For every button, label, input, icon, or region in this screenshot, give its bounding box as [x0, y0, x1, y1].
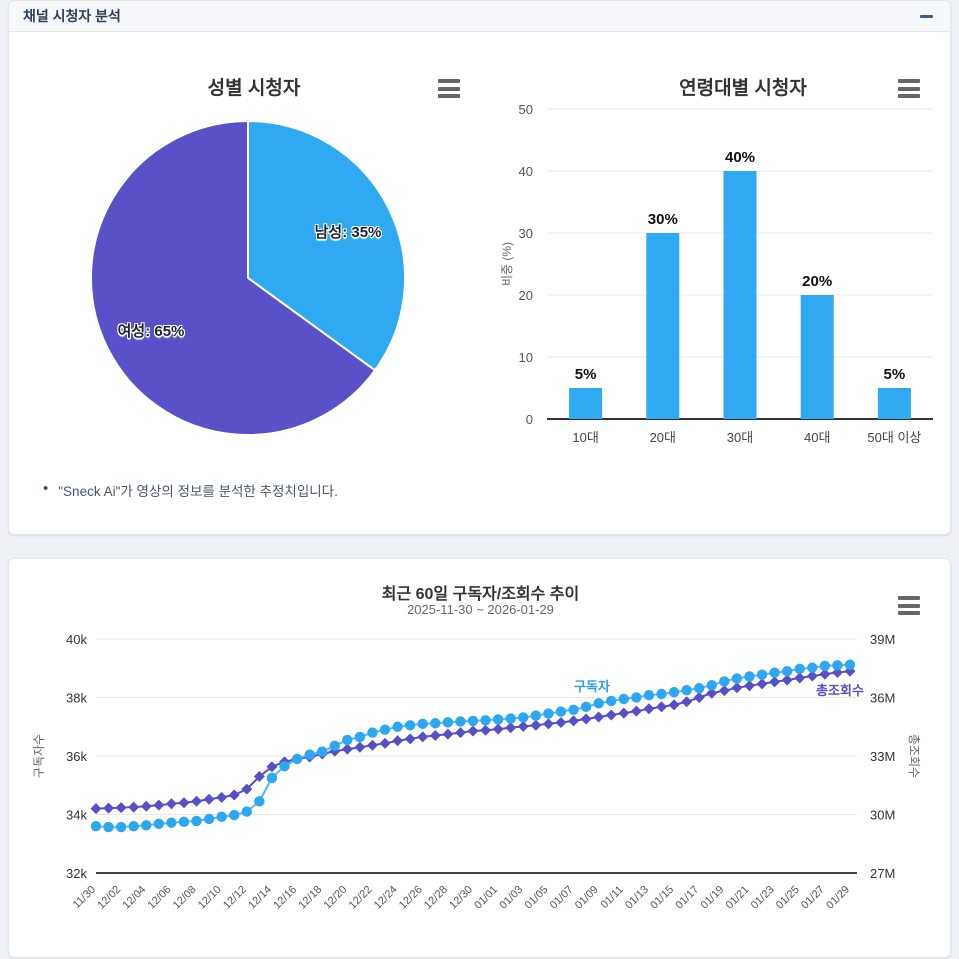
- trend-panel: 최근 60일 구독자/조회수 추이 2025-11-30 ~ 2026-01-2…: [8, 558, 951, 958]
- svg-text:12/22: 12/22: [347, 884, 375, 912]
- svg-text:12/04: 12/04: [120, 884, 148, 912]
- svg-text:34k: 34k: [66, 808, 87, 823]
- svg-text:12/12: 12/12: [221, 884, 249, 912]
- svg-text:01/09: 01/09: [573, 884, 601, 912]
- svg-text:30M: 30M: [870, 808, 895, 823]
- svg-text:10대: 10대: [572, 430, 598, 445]
- svg-text:5%: 5%: [575, 366, 597, 383]
- minus-icon: [919, 14, 933, 18]
- svg-text:30대: 30대: [727, 430, 753, 445]
- svg-text:비중 (%): 비중 (%): [500, 242, 514, 286]
- note-bullet: •: [43, 480, 49, 497]
- pie-slice-label-female: 여성: 65%: [117, 323, 185, 340]
- series-label-total-views: 총조회수: [816, 683, 864, 698]
- svg-text:12/20: 12/20: [322, 884, 350, 912]
- svg-text:12/24: 12/24: [372, 884, 400, 912]
- svg-text:40대: 40대: [804, 430, 830, 445]
- svg-text:33M: 33M: [870, 749, 895, 764]
- svg-text:01/29: 01/29: [824, 884, 852, 912]
- svg-text:12/02: 12/02: [95, 884, 123, 912]
- svg-text:01/07: 01/07: [548, 884, 576, 912]
- gender-chart-menu-icon[interactable]: [438, 79, 460, 98]
- svg-text:01/17: 01/17: [673, 884, 701, 912]
- svg-text:12/10: 12/10: [196, 884, 224, 912]
- note-text: "Sneck Ai"가 영상의 정보를 분석한 추정치입니다.: [58, 484, 338, 499]
- svg-text:20대: 20대: [650, 430, 676, 445]
- svg-text:5%: 5%: [884, 366, 906, 383]
- trend-chart-subtitle: 2025-11-30 ~ 2026-01-29: [407, 602, 554, 617]
- trend-chart-title: 최근 60일 구독자/조회수 추이: [381, 586, 580, 603]
- viewer-analysis-panel: 채널 시청자 분석 성별 시청자 남성: 35% 여성: 65% 연령대별 시청…: [8, 0, 951, 535]
- svg-text:10: 10: [519, 350, 533, 365]
- svg-text:01/11: 01/11: [599, 884, 626, 911]
- svg-text:구독자수: 구독자수: [32, 734, 46, 778]
- svg-text:40: 40: [519, 164, 533, 179]
- svg-text:32k: 32k: [66, 866, 87, 881]
- svg-text:01/23: 01/23: [749, 884, 777, 912]
- age-chart-menu-icon[interactable]: [898, 79, 920, 98]
- svg-text:01/27: 01/27: [799, 884, 827, 912]
- svg-text:50대 이상: 50대 이상: [867, 430, 921, 445]
- svg-text:12/30: 12/30: [447, 884, 475, 912]
- panel-title: 채널 시청자 분석: [23, 8, 121, 24]
- svg-text:12/16: 12/16: [271, 884, 299, 912]
- collapse-button[interactable]: [916, 7, 936, 25]
- svg-text:39M: 39M: [870, 632, 895, 647]
- svg-text:30%: 30%: [648, 211, 678, 228]
- svg-text:01/01: 01/01: [472, 884, 500, 912]
- svg-text:27M: 27M: [870, 866, 895, 881]
- svg-text:50: 50: [519, 102, 533, 117]
- pie-slice-label-male: 남성: 35%: [314, 224, 382, 241]
- svg-text:총조회수: 총조회수: [907, 734, 921, 778]
- svg-text:36k: 36k: [66, 749, 87, 764]
- svg-text:12/28: 12/28: [422, 884, 450, 912]
- gender-chart-title: 성별 시청자: [207, 78, 301, 99]
- svg-text:01/15: 01/15: [648, 884, 676, 912]
- svg-text:11/30: 11/30: [71, 884, 98, 911]
- svg-text:01/13: 01/13: [623, 884, 651, 912]
- svg-text:20: 20: [519, 288, 533, 303]
- panel-header: 채널 시청자 분석: [9, 1, 950, 32]
- svg-text:01/25: 01/25: [774, 884, 802, 912]
- svg-text:12/18: 12/18: [296, 884, 324, 912]
- svg-text:01/03: 01/03: [497, 884, 525, 912]
- svg-text:01/19: 01/19: [699, 884, 727, 912]
- svg-text:38k: 38k: [66, 691, 87, 706]
- svg-text:12/26: 12/26: [397, 884, 425, 912]
- svg-text:40%: 40%: [725, 149, 755, 166]
- svg-text:12/08: 12/08: [171, 884, 199, 912]
- series-label-subscribers: 구독자: [574, 679, 610, 694]
- age-chart-title: 연령대별 시청자: [679, 78, 807, 99]
- gender-pie-chart: [90, 119, 406, 436]
- svg-text:0: 0: [526, 412, 533, 427]
- svg-text:01/05: 01/05: [523, 884, 551, 912]
- svg-text:01/21: 01/21: [724, 884, 752, 912]
- svg-text:30: 30: [519, 226, 533, 241]
- svg-text:20%: 20%: [802, 273, 832, 290]
- trend-chart-menu-icon[interactable]: [898, 596, 920, 615]
- analysis-note: • "Sneck Ai"가 영상의 정보를 분석한 추정치입니다.: [43, 480, 338, 500]
- svg-text:12/06: 12/06: [146, 884, 174, 912]
- svg-text:12/14: 12/14: [246, 884, 274, 912]
- svg-text:40k: 40k: [66, 632, 87, 647]
